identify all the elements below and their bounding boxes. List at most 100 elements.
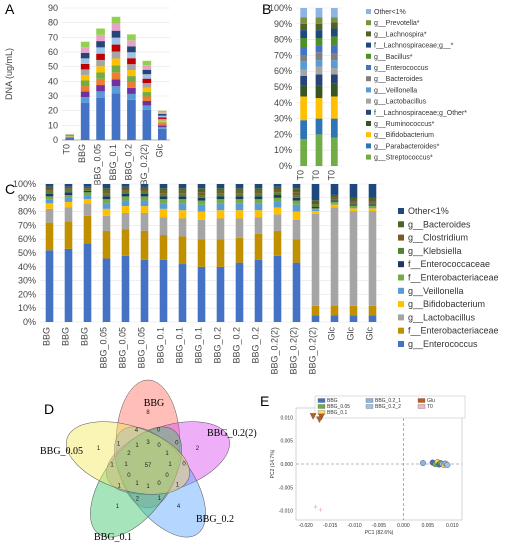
- venn-region-count: 1: [97, 446, 101, 452]
- bar-segment-a: [157, 110, 167, 113]
- bar-segment-a: [142, 100, 152, 106]
- legend-swatch-c: [398, 327, 404, 334]
- bar-segment-a: [142, 87, 152, 93]
- x-tick-label-c: Glc: [327, 327, 337, 341]
- y-tick-label-c: 50%: [18, 248, 36, 258]
- bar-segment-c: [254, 210, 263, 218]
- venn-region-count: 4: [177, 504, 181, 510]
- legend-swatch-c: [398, 301, 404, 308]
- bar-segment-c: [121, 255, 130, 322]
- x-tick-label-e: -0.010: [347, 523, 361, 529]
- bar-segment-c: [197, 192, 206, 196]
- bar-segment-a: [142, 65, 152, 70]
- venn-region-count: 1: [158, 496, 162, 502]
- y-tick-label-e: 0.010: [280, 415, 293, 421]
- y-tick-label-b: 50%: [274, 82, 292, 92]
- bar-segment-c: [102, 208, 111, 216]
- panel-letter-c: C: [5, 181, 15, 197]
- bar-segment-b: [300, 69, 308, 76]
- legend-swatch-b: [366, 20, 371, 26]
- bar-segment-b: [315, 8, 323, 18]
- venn-region-count: 1: [118, 484, 122, 490]
- venn-region-count: 1: [146, 484, 150, 490]
- legend-label-c: g__Bacteroides: [408, 219, 471, 229]
- venn-ellipse: [115, 379, 181, 509]
- y-axis-label-a: DNA (ug/mL): [4, 48, 14, 100]
- y-tick-label-a: 60: [48, 47, 58, 57]
- bar-segment-c: [273, 197, 282, 202]
- bar-segment-a: [142, 60, 152, 66]
- bar-segment-b: [315, 85, 323, 99]
- bar-segment-c: [273, 207, 282, 215]
- bar-segment-b: [300, 8, 308, 18]
- bar-segment-a: [111, 79, 121, 87]
- bar-segment-c: [311, 315, 320, 322]
- x-tick-label-e: -0.005: [372, 523, 386, 529]
- bar-segment-c: [197, 184, 206, 189]
- bar-segment-c: [121, 186, 130, 190]
- bar-segment-c: [197, 188, 206, 193]
- legend-swatch-c: [398, 274, 404, 281]
- legend-label-e: BBG_0.1: [327, 410, 348, 416]
- bar-segment-c: [197, 219, 206, 240]
- bar-segment-c: [330, 194, 339, 198]
- venn-region-count: 1: [135, 481, 139, 487]
- legend-label-e: BBG_0.2_2: [375, 404, 401, 410]
- bar-segment-c: [254, 233, 263, 260]
- bar-segment-c: [159, 199, 168, 204]
- bar-segment-c: [235, 262, 244, 322]
- bar-segment-c: [83, 243, 92, 322]
- bar-segment-b: [315, 98, 323, 119]
- bar-segment-c: [273, 189, 282, 193]
- bar-segment-c: [140, 196, 149, 201]
- bar-segment-a: [111, 86, 121, 94]
- bar-segment-b: [315, 45, 323, 53]
- y-tick-label-c: 70%: [18, 220, 36, 230]
- bar-segment-c: [311, 204, 320, 206]
- bar-segment-a: [96, 53, 105, 60]
- bar-segment-c: [140, 230, 149, 260]
- legend-label-c: g__Bifidobacterium: [408, 299, 485, 309]
- bar-segment-c: [330, 203, 339, 205]
- bar-segment-c: [140, 189, 149, 191]
- bar-segment-c: [121, 184, 130, 187]
- bar-segment-b: [315, 38, 323, 46]
- y-tick-label-e: -0.010: [279, 509, 293, 515]
- bar-segment-b: [300, 38, 308, 48]
- bar-segment-a: [142, 96, 152, 101]
- bar-segment-c: [216, 266, 225, 322]
- bar-segment-c: [292, 197, 301, 201]
- bar-segment-a: [127, 93, 136, 100]
- bar-segment-c: [140, 190, 149, 194]
- y-tick-label-b: 80%: [274, 35, 292, 45]
- bar-segment-c: [311, 184, 320, 201]
- bar-segment-c: [83, 188, 92, 190]
- bar-segment-a: [111, 30, 121, 38]
- bar-segment-b: [315, 17, 323, 24]
- bar-segment-b: [330, 28, 338, 37]
- bar-segment-a: [80, 52, 90, 59]
- bar-segment-c: [45, 186, 54, 190]
- bar-segment-c: [45, 190, 54, 194]
- bar-segment-c: [45, 250, 54, 322]
- bar-segment-a: [157, 123, 167, 126]
- y-tick-label-c: 90%: [18, 193, 36, 203]
- legend-swatch-b: [366, 9, 371, 14]
- bar-segment-b: [300, 85, 308, 97]
- bar-segment-a: [96, 59, 105, 67]
- y-tick-label-e: -0.005: [279, 485, 293, 491]
- bar-segment-c: [178, 184, 187, 189]
- bar-segment-a: [127, 82, 136, 88]
- bar-segment-c: [121, 229, 130, 256]
- panel-letter-b: B: [262, 1, 271, 17]
- bar-segment-c: [349, 197, 358, 202]
- chart-e-pca: -0.020 -0.015 -0.010 -0.005 0.000 0.005 0.010 -…: [270, 395, 466, 536]
- bar-segment-c: [121, 206, 130, 213]
- bar-segment-c: [64, 186, 73, 189]
- bar-segment-c: [64, 192, 73, 196]
- bar-segment-c: [311, 211, 320, 214]
- bar-segment-c: [292, 192, 301, 196]
- venn-set-label: BBG_0.2(2): [207, 428, 257, 439]
- bar-segment-b: [315, 23, 323, 31]
- legend-swatch-b: [366, 87, 371, 93]
